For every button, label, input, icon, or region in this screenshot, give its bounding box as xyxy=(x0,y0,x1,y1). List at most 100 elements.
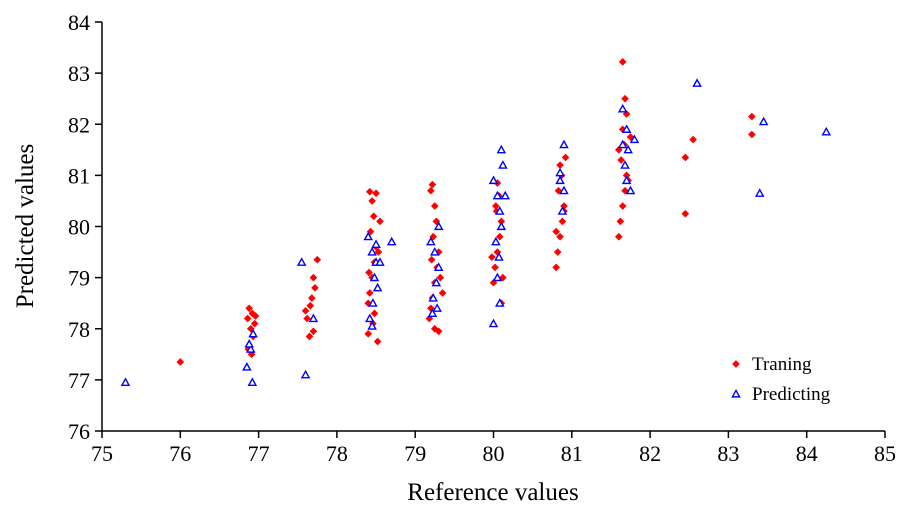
predicting-point xyxy=(433,221,444,231)
predicting-point xyxy=(363,231,374,241)
predicting-point xyxy=(620,160,630,169)
training-point xyxy=(681,209,690,218)
predicting-point xyxy=(492,272,503,282)
predicting-point xyxy=(242,362,252,371)
training-point xyxy=(301,307,310,315)
predicting-point xyxy=(625,185,636,195)
predicting-point xyxy=(557,206,568,215)
predicting-point xyxy=(617,139,628,149)
y-tick-label: 78 xyxy=(68,317,90,342)
training-point xyxy=(436,273,445,282)
x-tick-label: 79 xyxy=(404,441,426,466)
x-tick-label: 85 xyxy=(874,441,896,466)
plot-area: 75 76 77 78 79 80 81 82 83 84 85 76777879808182838… xyxy=(68,10,896,466)
predicting-point xyxy=(621,124,632,133)
training-point xyxy=(308,294,316,302)
training-point xyxy=(616,217,625,226)
predicting-point xyxy=(494,252,504,261)
predicting-point xyxy=(821,126,832,136)
predicting-point xyxy=(498,160,508,169)
legend-training-marker xyxy=(732,360,740,368)
training-point xyxy=(374,248,383,256)
training-point xyxy=(554,186,563,195)
training-point xyxy=(553,248,562,256)
training-point xyxy=(618,202,627,210)
predicting-point xyxy=(371,239,381,248)
training-point xyxy=(365,268,373,277)
predicting-point xyxy=(386,236,397,246)
y-tick-label: 83 xyxy=(68,61,90,86)
predicting-point xyxy=(555,175,565,185)
training-point xyxy=(311,284,319,292)
training-point xyxy=(246,324,255,333)
training-point xyxy=(427,255,436,264)
predicting-point xyxy=(300,369,311,379)
training-point xyxy=(491,263,499,272)
predicting-point xyxy=(247,377,258,387)
training-point xyxy=(370,309,379,318)
predicting-point xyxy=(494,298,505,307)
training-point xyxy=(305,332,314,341)
predicting-point xyxy=(692,78,702,87)
training-point xyxy=(614,232,623,241)
y-tick-label: 81 xyxy=(68,163,90,188)
predicting-point xyxy=(629,134,640,144)
training-point xyxy=(427,186,435,195)
training-point xyxy=(365,187,374,196)
predicting-point xyxy=(248,328,258,338)
predicting-point xyxy=(428,293,438,302)
predicting-point xyxy=(372,282,383,292)
x-axis-title: Reference values xyxy=(407,479,578,506)
training-point xyxy=(621,94,629,103)
training-point xyxy=(306,301,315,310)
predicting-point xyxy=(244,339,254,348)
training-point xyxy=(552,263,560,272)
training-point xyxy=(245,304,254,313)
training-point xyxy=(250,319,259,328)
y-tick-label: 82 xyxy=(68,112,90,137)
training-point xyxy=(556,232,564,241)
x-tick-label: 76 xyxy=(169,441,191,466)
x-tick-label: 75 xyxy=(91,441,113,466)
y-tick-label: 84 xyxy=(68,10,90,35)
training-point xyxy=(247,350,256,359)
x-tick-label: 77 xyxy=(248,441,270,466)
x-axis-ticks: 75 76 77 78 79 80 81 82 83 84 85 xyxy=(91,431,896,466)
predicting-point xyxy=(623,144,633,154)
predicting-point xyxy=(555,167,565,177)
predicting-point xyxy=(431,277,442,287)
training-point xyxy=(689,135,697,144)
training-point xyxy=(309,327,318,336)
legend-label: Predicting xyxy=(752,384,831,405)
predicting-point xyxy=(427,308,438,317)
predicting-point xyxy=(559,139,569,149)
x-tick-label: 80 xyxy=(483,441,505,466)
training-point xyxy=(556,161,564,169)
training-point xyxy=(438,289,447,297)
y-axis-ticks: 76 77 78 79 80 81 82 83 84 xyxy=(68,10,102,444)
training-point xyxy=(428,180,437,189)
training-point xyxy=(243,314,252,323)
predicting-point xyxy=(621,175,632,185)
training-point xyxy=(365,289,374,297)
predicting-point xyxy=(492,190,503,200)
training-point xyxy=(309,273,318,282)
training-point xyxy=(617,156,625,164)
x-tick-label: 84 xyxy=(796,441,818,466)
predicting-point xyxy=(426,236,436,246)
predicting-point xyxy=(308,313,319,323)
training-point xyxy=(495,232,504,241)
y-tick-label: 80 xyxy=(68,215,90,240)
legend-predicting-marker xyxy=(731,388,741,398)
training-point xyxy=(368,197,376,205)
predicting-point xyxy=(367,247,377,256)
training-point xyxy=(488,253,496,261)
predicting-point xyxy=(754,188,765,197)
predicting-point xyxy=(500,190,511,200)
training-point xyxy=(618,58,627,66)
y-tick-label: 76 xyxy=(68,419,90,444)
predicting-point xyxy=(296,257,307,266)
predicting-point xyxy=(245,344,256,353)
predicting-point xyxy=(433,262,444,271)
